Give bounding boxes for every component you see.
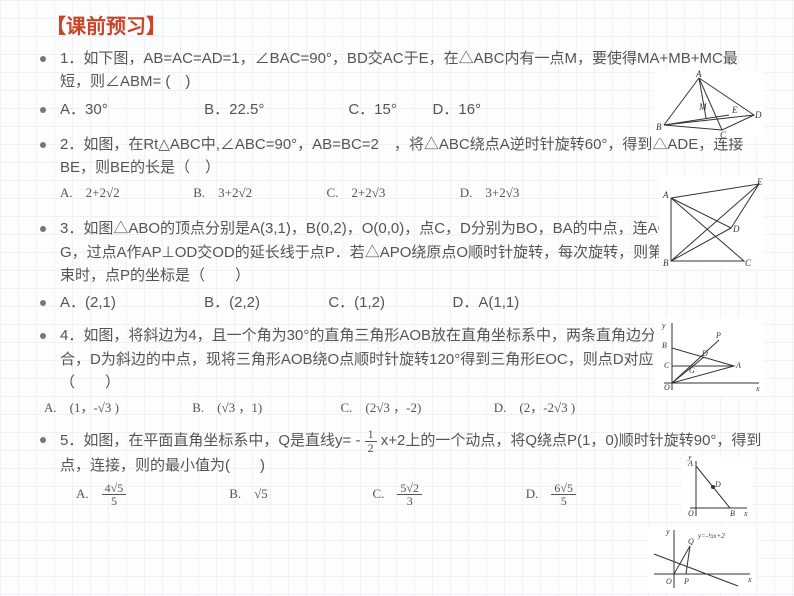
figure-q4: AB OD xy: [682, 456, 752, 522]
svg-text:B: B: [730, 509, 735, 518]
svg-text:B: B: [656, 122, 662, 132]
q3-opt-c: C．(1,2): [328, 291, 448, 314]
question-4-options: A. (1，‐√3 ) B. (√3 ，1) C. (2√3 ，‐2) D. (…: [44, 398, 764, 418]
section-title: 【课前预习】: [46, 10, 764, 39]
q2-stem: 2．如图，在Rt△ABC中,∠ABC=90°，AB=BC=2 ，将△ABC绕点A…: [60, 133, 764, 180]
bullet-icon: [40, 56, 46, 62]
q2-opt-d: D. 3+2√3: [460, 183, 520, 203]
svg-text:y: y: [665, 527, 670, 536]
svg-text:O: O: [664, 383, 670, 392]
svg-text:x: x: [743, 509, 748, 518]
svg-text:Q: Q: [688, 537, 694, 546]
q5-stem: 5．如图，在平面直角坐标系中，Q是直线y= - 12 x+2上的一个动点，将Q绕…: [60, 428, 764, 477]
question-5: 5．如图，在平面直角坐标系中，Q是直线y= - 12 x+2上的一个动点，将Q绕…: [40, 428, 764, 477]
figure-q3: y x B A O P DG C: [654, 318, 764, 396]
svg-text:x: x: [747, 575, 752, 584]
svg-text:D: D: [714, 480, 721, 489]
svg-text:y=-½x+2: y=-½x+2: [697, 532, 725, 540]
question-3-options: A．(2,1) B．(2,2) C．(1,2) D．A(1,1): [40, 291, 764, 314]
q3-opt-a: A．(2,1): [60, 291, 200, 314]
q3-opt-d: D．A(1,1): [453, 291, 520, 314]
svg-text:G: G: [689, 366, 695, 375]
svg-text:y: y: [687, 456, 692, 461]
svg-text:D: D: [732, 224, 740, 234]
svg-text:P: P: [715, 331, 721, 340]
figure-q1: A B D C M E: [654, 70, 764, 138]
q4-opt-a: A. (1，‐√3 ): [44, 398, 189, 418]
q5-stem-p1: 5．如图，在平面直角坐标系中，Q是直线y= -: [60, 432, 360, 449]
svg-text:M: M: [698, 102, 707, 112]
question-2: 2．如图，在Rt△ABC中,∠ABC=90°，AB=BC=2 ，将△ABC绕点A…: [40, 133, 764, 180]
svg-text:O: O: [666, 577, 672, 586]
svg-text:C: C: [720, 130, 727, 138]
svg-text:D: D: [754, 110, 762, 120]
q3-opt-b: B．(2,2): [204, 291, 324, 314]
figure-q2: A B C D E: [659, 176, 764, 268]
svg-text:x: x: [755, 384, 760, 393]
bullet-icon: [40, 300, 46, 306]
q4-opt-b: B. (√3 ，1): [192, 398, 337, 418]
q1-opt-d: D．16°: [433, 98, 482, 121]
q1-opt-b: B．22.5°: [204, 98, 344, 121]
svg-text:A: A: [735, 361, 741, 370]
q1-opt-c: C．15°: [348, 98, 428, 121]
svg-text:A: A: [695, 70, 702, 79]
bullet-icon: [40, 226, 46, 232]
svg-text:P: P: [683, 577, 689, 586]
q5-opt-d: D. 6√55: [526, 482, 576, 508]
q5-opt-a: A. 4√55: [76, 482, 226, 508]
q2-opt-b: B. 3+2√2: [193, 183, 323, 203]
svg-text:B: B: [662, 341, 667, 350]
q5-frac: 12: [365, 428, 377, 454]
svg-text:E: E: [731, 105, 738, 115]
bullet-icon: [40, 437, 46, 443]
svg-text:D: D: [701, 349, 708, 358]
question-3: 3．如图△ABO的顶点分别是A(3,1)，B(0,2)，O(0,0)，点C，D分…: [40, 217, 764, 287]
q4-opt-c: C. (2√3 ，‐2): [341, 398, 491, 418]
q1-opt-a: A．30°: [60, 98, 200, 121]
bullet-icon: [40, 333, 46, 339]
figure-q5: O P Qx y y=-½x+2: [648, 526, 756, 592]
svg-text:E: E: [756, 177, 763, 187]
bullet-icon: [40, 107, 46, 113]
q5-opt-c: C. 5√23: [373, 482, 523, 508]
svg-text:C: C: [745, 258, 752, 268]
svg-text:A: A: [662, 190, 669, 200]
q2-opt-c: C. 2+2√3: [327, 183, 457, 203]
svg-text:y: y: [661, 321, 666, 330]
svg-text:B: B: [663, 258, 669, 268]
q4-opt-d: D. (2，‐2√3 ): [494, 398, 576, 418]
q5-opt-b: B. √5: [229, 484, 369, 504]
svg-text:O: O: [688, 509, 694, 518]
bullet-icon: [40, 142, 46, 148]
q2-opt-a: A. 2+2√2: [60, 183, 190, 203]
svg-text:C: C: [664, 361, 670, 370]
question-5-options: A. 4√55 B. √5 C. 5√23 D. 6√55: [76, 482, 764, 508]
